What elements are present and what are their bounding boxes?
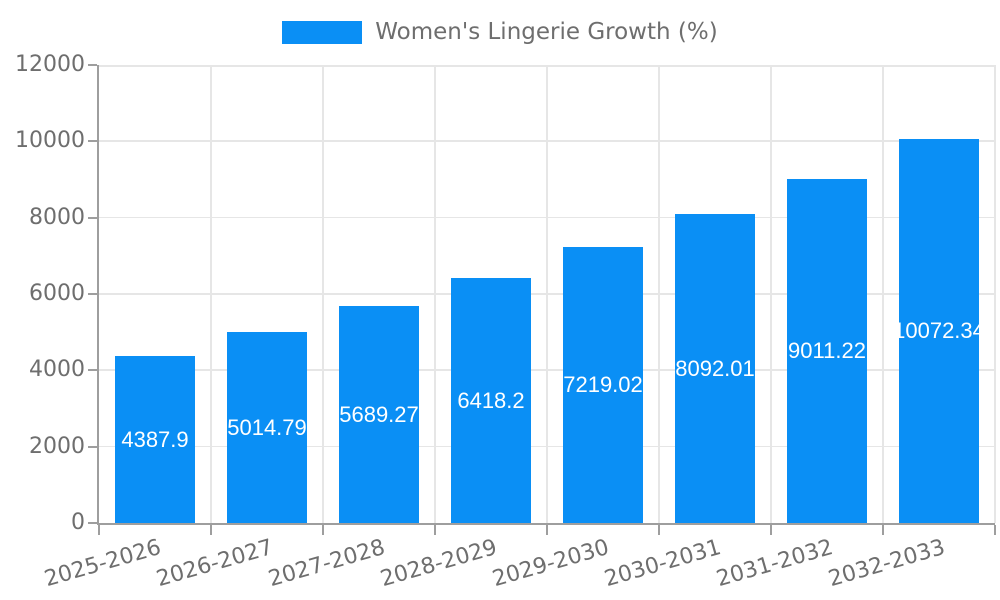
x-tick-label: 2031-2032 (713, 535, 836, 593)
x-axis-tick (98, 525, 100, 535)
y-tick-label: 6000 (29, 281, 85, 306)
x-gridline (770, 65, 772, 523)
x-axis-tick (322, 525, 324, 535)
y-axis-tick (88, 522, 97, 524)
x-gridline (434, 65, 436, 523)
bar-value-label: 9011.22 (788, 338, 866, 363)
x-gridline (658, 65, 660, 523)
x-tick-label: 2029-2030 (489, 535, 612, 593)
y-axis-tick (88, 369, 97, 372)
y-tick-label: 4000 (29, 357, 85, 383)
legend[interactable]: Women's Lingerie Growth (%) (0, 19, 1000, 45)
x-tick-label: 2030-2031 (601, 535, 724, 593)
x-gridline (210, 65, 212, 523)
x-axis-tick (658, 525, 660, 535)
bar-value-label: 5689.27 (339, 401, 419, 427)
x-axis-tick (882, 525, 884, 535)
bar: 10072.34 (899, 139, 979, 523)
bar: 8092.01 (675, 214, 755, 523)
x-tick-label: 2027-2028 (265, 535, 388, 593)
y-axis-tick (88, 445, 97, 448)
y-axis-tick (88, 140, 97, 143)
bar: 7219.02 (563, 247, 643, 523)
bar-value-label: 6418.2 (457, 387, 525, 413)
bar: 4387.9 (115, 356, 195, 523)
legend-swatch (282, 20, 363, 44)
x-gridline (994, 65, 996, 523)
x-gridline (322, 65, 324, 523)
x-axis-tick (434, 525, 436, 535)
legend-label: Women's Lingerie Growth (%) (375, 19, 718, 45)
x-axis-tick (994, 525, 996, 535)
x-tick-label: 2026-2027 (153, 535, 276, 593)
bar-value-label: 4387.9 (121, 426, 189, 452)
y-tick-label: 10000 (15, 128, 85, 154)
y-axis-tick (88, 64, 97, 66)
y-tick-label: 2000 (29, 433, 85, 459)
y-tick-label: 8000 (29, 204, 85, 230)
bar: 9011.22 (787, 179, 867, 523)
y-tick-label: 0 (71, 510, 85, 535)
bar: 6418.2 (451, 278, 531, 523)
x-tick-label: 2028-2029 (377, 535, 500, 593)
bar-value-label: 5014.79 (227, 414, 307, 440)
bar-value-label: 8092.01 (675, 355, 755, 381)
bar: 5689.27 (339, 306, 419, 523)
x-gridline (882, 65, 884, 523)
y-axis-tick (88, 216, 97, 219)
bar: 5014.79 (227, 332, 307, 523)
x-axis-tick (546, 525, 548, 535)
x-axis-tick (770, 525, 772, 535)
y-tick-label: 12000 (15, 52, 85, 77)
bar-value-label: 10072.34 (899, 318, 979, 343)
y-axis-tick (88, 293, 97, 295)
plot-area: 2025-2026 2026-2027 2027-2028 2028-2029 2029… (42, 64, 996, 592)
x-tick-label: 2025-2026 (41, 535, 164, 593)
x-axis-tick (210, 525, 212, 535)
bar-value-label: 7219.02 (563, 372, 643, 397)
x-tick-label: 2032-2033 (825, 535, 948, 593)
x-gridline (546, 65, 548, 523)
